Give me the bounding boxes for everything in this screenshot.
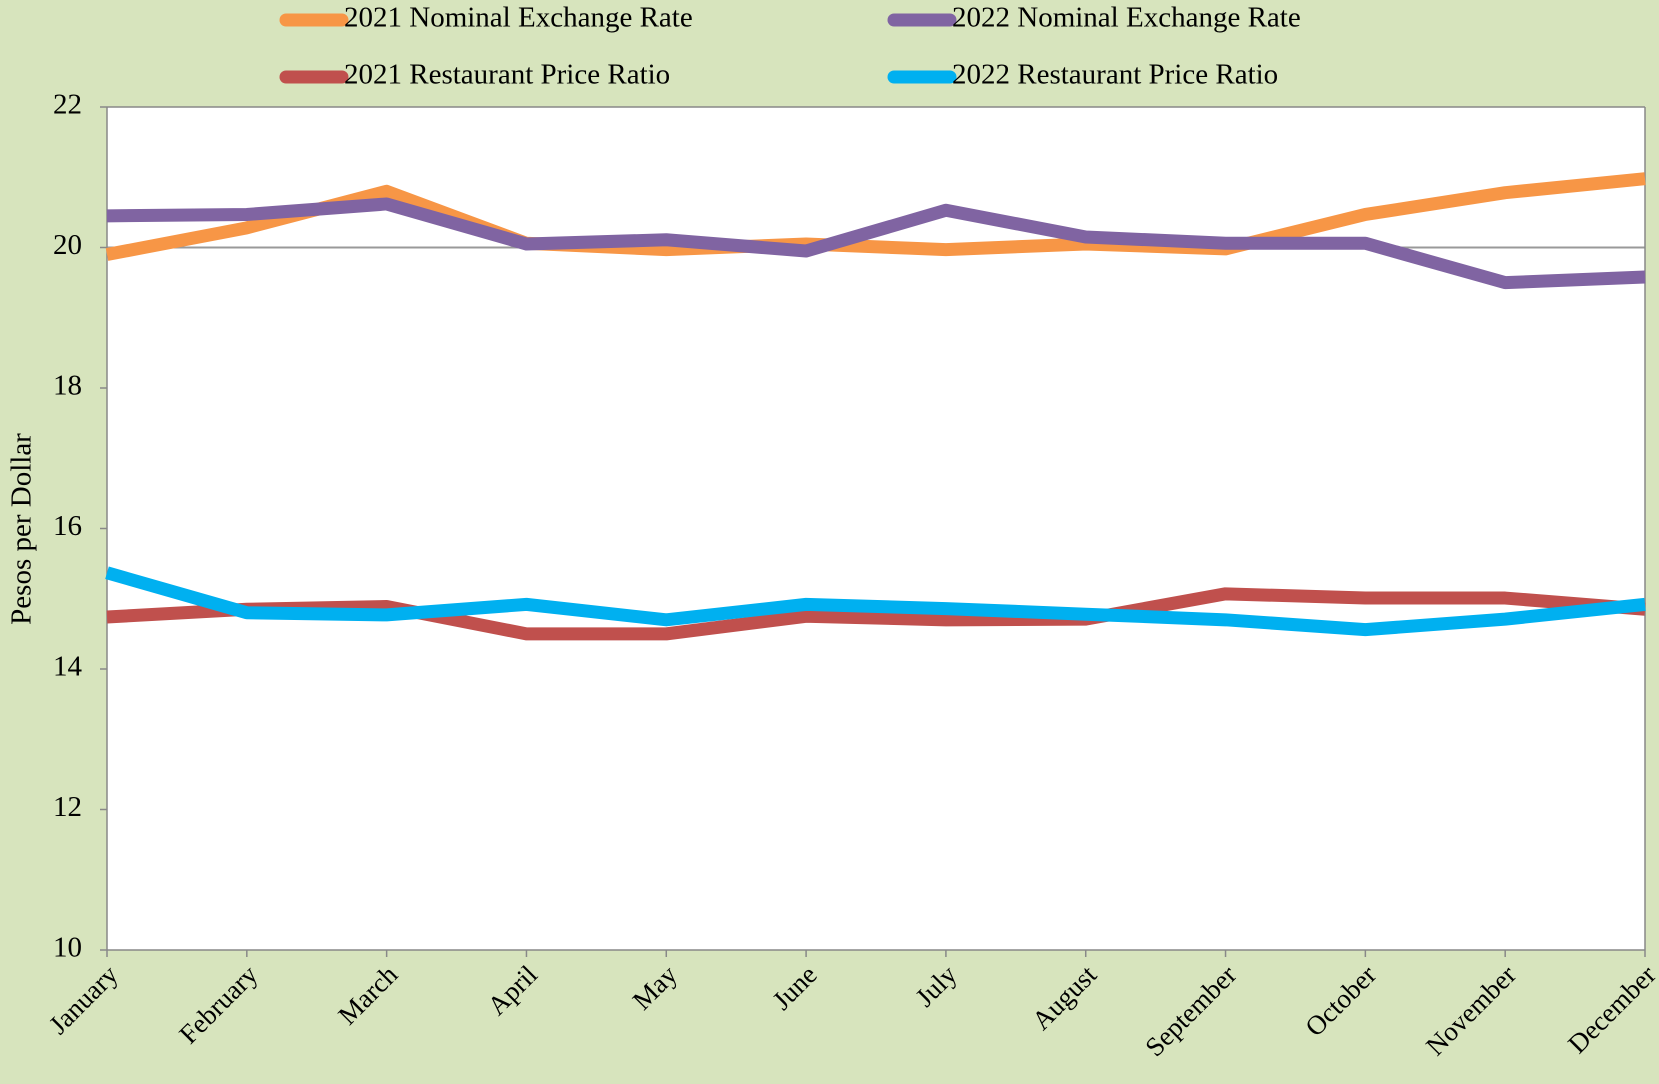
x-tick-label: July: [909, 959, 962, 1012]
series-line: [106, 197, 1646, 290]
x-tick-label: April: [482, 959, 544, 1021]
x-tick-label: February: [173, 959, 263, 1049]
y-tick-label: 14: [53, 651, 83, 683]
series-line: [105, 172, 1646, 261]
x-tick-label: January: [43, 959, 124, 1040]
legend-label: 2022 Nominal Exchange Rate: [952, 2, 1301, 34]
x-tick-label: November: [1420, 959, 1522, 1061]
series-line: [106, 587, 1646, 641]
x-tick-label: March: [332, 959, 403, 1030]
series-line: [105, 566, 1646, 637]
y-tick-label: 18: [53, 370, 82, 402]
y-tick-label: 16: [53, 510, 82, 542]
y-tick-label: 20: [53, 229, 82, 261]
legend-label: 2022 Restaurant Price Ratio: [952, 59, 1278, 91]
x-tick-label: October: [1299, 959, 1382, 1042]
y-tick-label: 12: [53, 791, 82, 823]
x-tick-label: December: [1562, 959, 1659, 1059]
legend-label: 2021 Restaurant Price Ratio: [344, 59, 670, 91]
y-tick-label: 22: [53, 89, 82, 121]
x-tick-label: May: [627, 959, 684, 1016]
y-tick-label: 10: [53, 932, 82, 964]
x-tick-label: August: [1026, 959, 1103, 1036]
x-tick-label: September: [1139, 959, 1242, 1062]
y-axis-label: Pesos per Dollar: [6, 433, 38, 625]
legend-label: 2021 Nominal Exchange Rate: [344, 2, 693, 34]
x-tick-label: June: [767, 959, 823, 1015]
